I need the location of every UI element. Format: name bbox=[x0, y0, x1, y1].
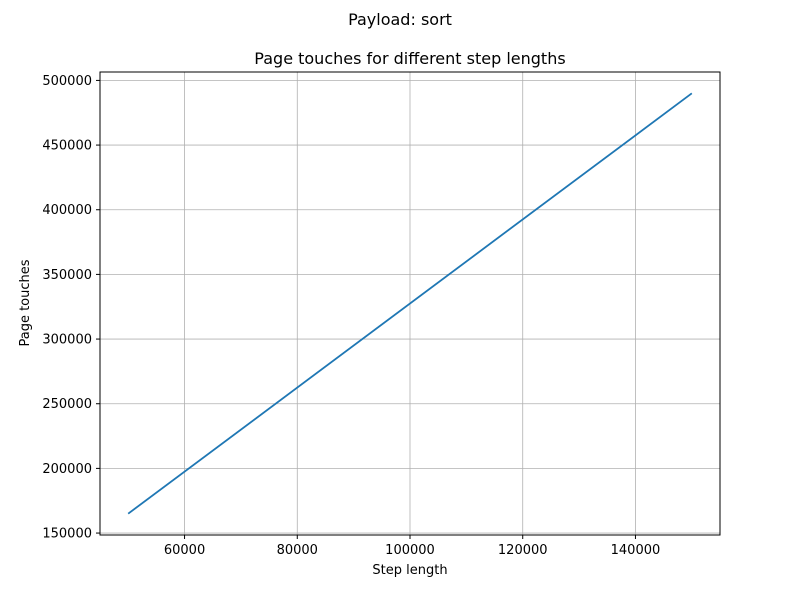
y-tick-label: 450000 bbox=[42, 139, 92, 154]
series-layer bbox=[127, 92, 693, 515]
x-tick-label: 60000 bbox=[164, 543, 205, 558]
y-tick-label: 150000 bbox=[42, 527, 92, 542]
axis-ticks: 60000 80000 100000 120000 140000 150000 200000… bbox=[42, 74, 660, 558]
y-tick-label: 500000 bbox=[42, 74, 92, 89]
y-tick-label: 250000 bbox=[42, 397, 92, 412]
y-tick-label: 400000 bbox=[42, 203, 92, 218]
x-tick-label: 140000 bbox=[611, 543, 661, 558]
x-axis-label: Step length bbox=[372, 563, 447, 578]
y-axis-label: Page touches bbox=[18, 259, 33, 346]
series-line-0 bbox=[127, 92, 693, 515]
x-tick-label: 100000 bbox=[385, 543, 435, 558]
y-tick-label: 300000 bbox=[42, 333, 92, 348]
y-tick-label: 350000 bbox=[42, 268, 92, 283]
figure-suptitle: Payload: sort bbox=[348, 10, 452, 29]
chart-title: Page touches for different step lengths bbox=[254, 49, 565, 68]
y-tick-label: 200000 bbox=[42, 462, 92, 477]
x-tick-label: 120000 bbox=[498, 543, 548, 558]
x-tick-label: 80000 bbox=[277, 543, 318, 558]
grid-lines bbox=[100, 72, 720, 535]
